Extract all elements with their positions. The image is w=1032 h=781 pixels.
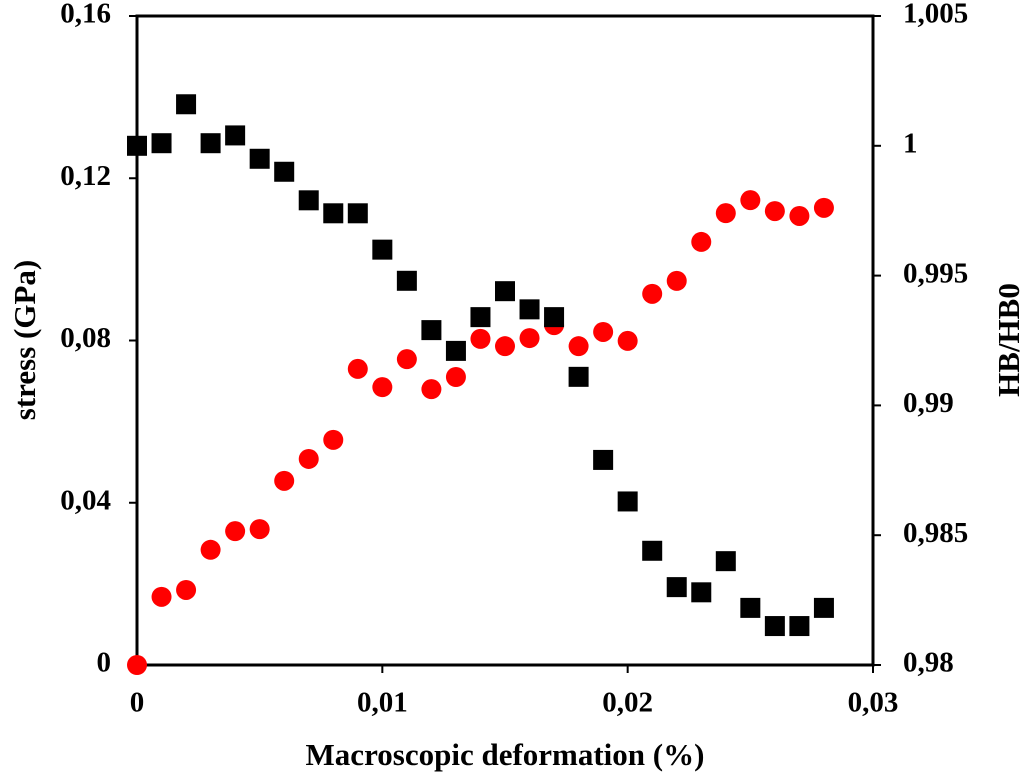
square-point <box>470 307 491 328</box>
circle-point <box>691 231 712 252</box>
square-point <box>421 320 442 341</box>
square-point <box>445 340 466 361</box>
square-point <box>372 239 393 260</box>
y2-tick-label: 0,985 <box>903 517 968 549</box>
y-tick-label: 0,04 <box>60 484 111 516</box>
square-point <box>347 203 368 224</box>
x-tick-label: 0 <box>130 687 145 719</box>
circle-point <box>789 205 810 226</box>
y-axis-title: stress (GPa) <box>7 260 42 420</box>
square-point <box>323 203 344 224</box>
square-point <box>200 133 221 154</box>
circle-point <box>617 330 638 351</box>
circle-point <box>470 328 491 349</box>
circle-point <box>421 379 442 400</box>
circle-point <box>249 519 270 540</box>
circle-point <box>347 358 368 379</box>
y2-tick-label: 0,99 <box>903 387 954 419</box>
y-tick-label: 0 <box>97 647 112 679</box>
circle-point <box>568 336 589 357</box>
x-tick-label: 0,02 <box>602 687 653 719</box>
square-point <box>642 540 663 561</box>
y-tick-label: 0,12 <box>60 160 111 192</box>
square-point <box>274 161 295 182</box>
circle-point <box>225 521 246 542</box>
square-point <box>813 597 834 618</box>
square-point <box>176 94 197 115</box>
square-point <box>617 491 638 512</box>
circle-point <box>519 328 540 349</box>
square-point <box>593 449 614 470</box>
square-point <box>789 616 810 637</box>
circle-point <box>323 429 344 450</box>
square-point <box>568 366 589 387</box>
square-point <box>396 270 417 291</box>
y2-tick-label: 1 <box>903 127 918 159</box>
y2-tick-label: 0,98 <box>903 647 954 679</box>
square-point <box>225 125 246 146</box>
square-point <box>764 616 785 637</box>
x-axis-title: Macroscopic deformation (%) <box>306 737 705 772</box>
square-point <box>740 597 761 618</box>
circle-point <box>151 586 172 607</box>
circle-point <box>200 539 221 560</box>
square-point <box>495 281 515 302</box>
y2-tick-label: 0,995 <box>903 257 968 289</box>
circle-point <box>127 655 147 675</box>
square-point <box>127 135 147 156</box>
y-tick-label: 0,16 <box>60 0 111 30</box>
x-tick-label: 0,01 <box>357 687 408 719</box>
circle-point <box>445 367 466 388</box>
circle-point <box>372 377 393 398</box>
circle-point <box>666 270 687 291</box>
y2-tick-label: 1,005 <box>903 0 968 30</box>
square-point <box>666 577 687 598</box>
circle-point <box>495 336 515 357</box>
square-point <box>519 299 540 320</box>
circle-point <box>740 190 761 211</box>
square-point <box>715 551 736 572</box>
square-point <box>298 190 319 211</box>
x-tick-label: 0,03 <box>848 687 899 719</box>
circle-point <box>764 201 785 222</box>
square-point <box>249 148 270 169</box>
y2-axis-title: HB/HB0 <box>991 283 1026 397</box>
circle-point <box>642 283 663 304</box>
circle-point <box>593 321 614 342</box>
circle-point <box>715 203 736 224</box>
circle-point <box>274 470 295 491</box>
circle-point <box>813 197 834 218</box>
circle-point <box>396 349 417 370</box>
square-point <box>691 582 712 603</box>
circle-point <box>176 579 197 600</box>
square-point <box>151 133 172 154</box>
square-point <box>544 307 565 328</box>
circle-point <box>298 448 319 469</box>
y-tick-label: 0,08 <box>60 322 111 354</box>
